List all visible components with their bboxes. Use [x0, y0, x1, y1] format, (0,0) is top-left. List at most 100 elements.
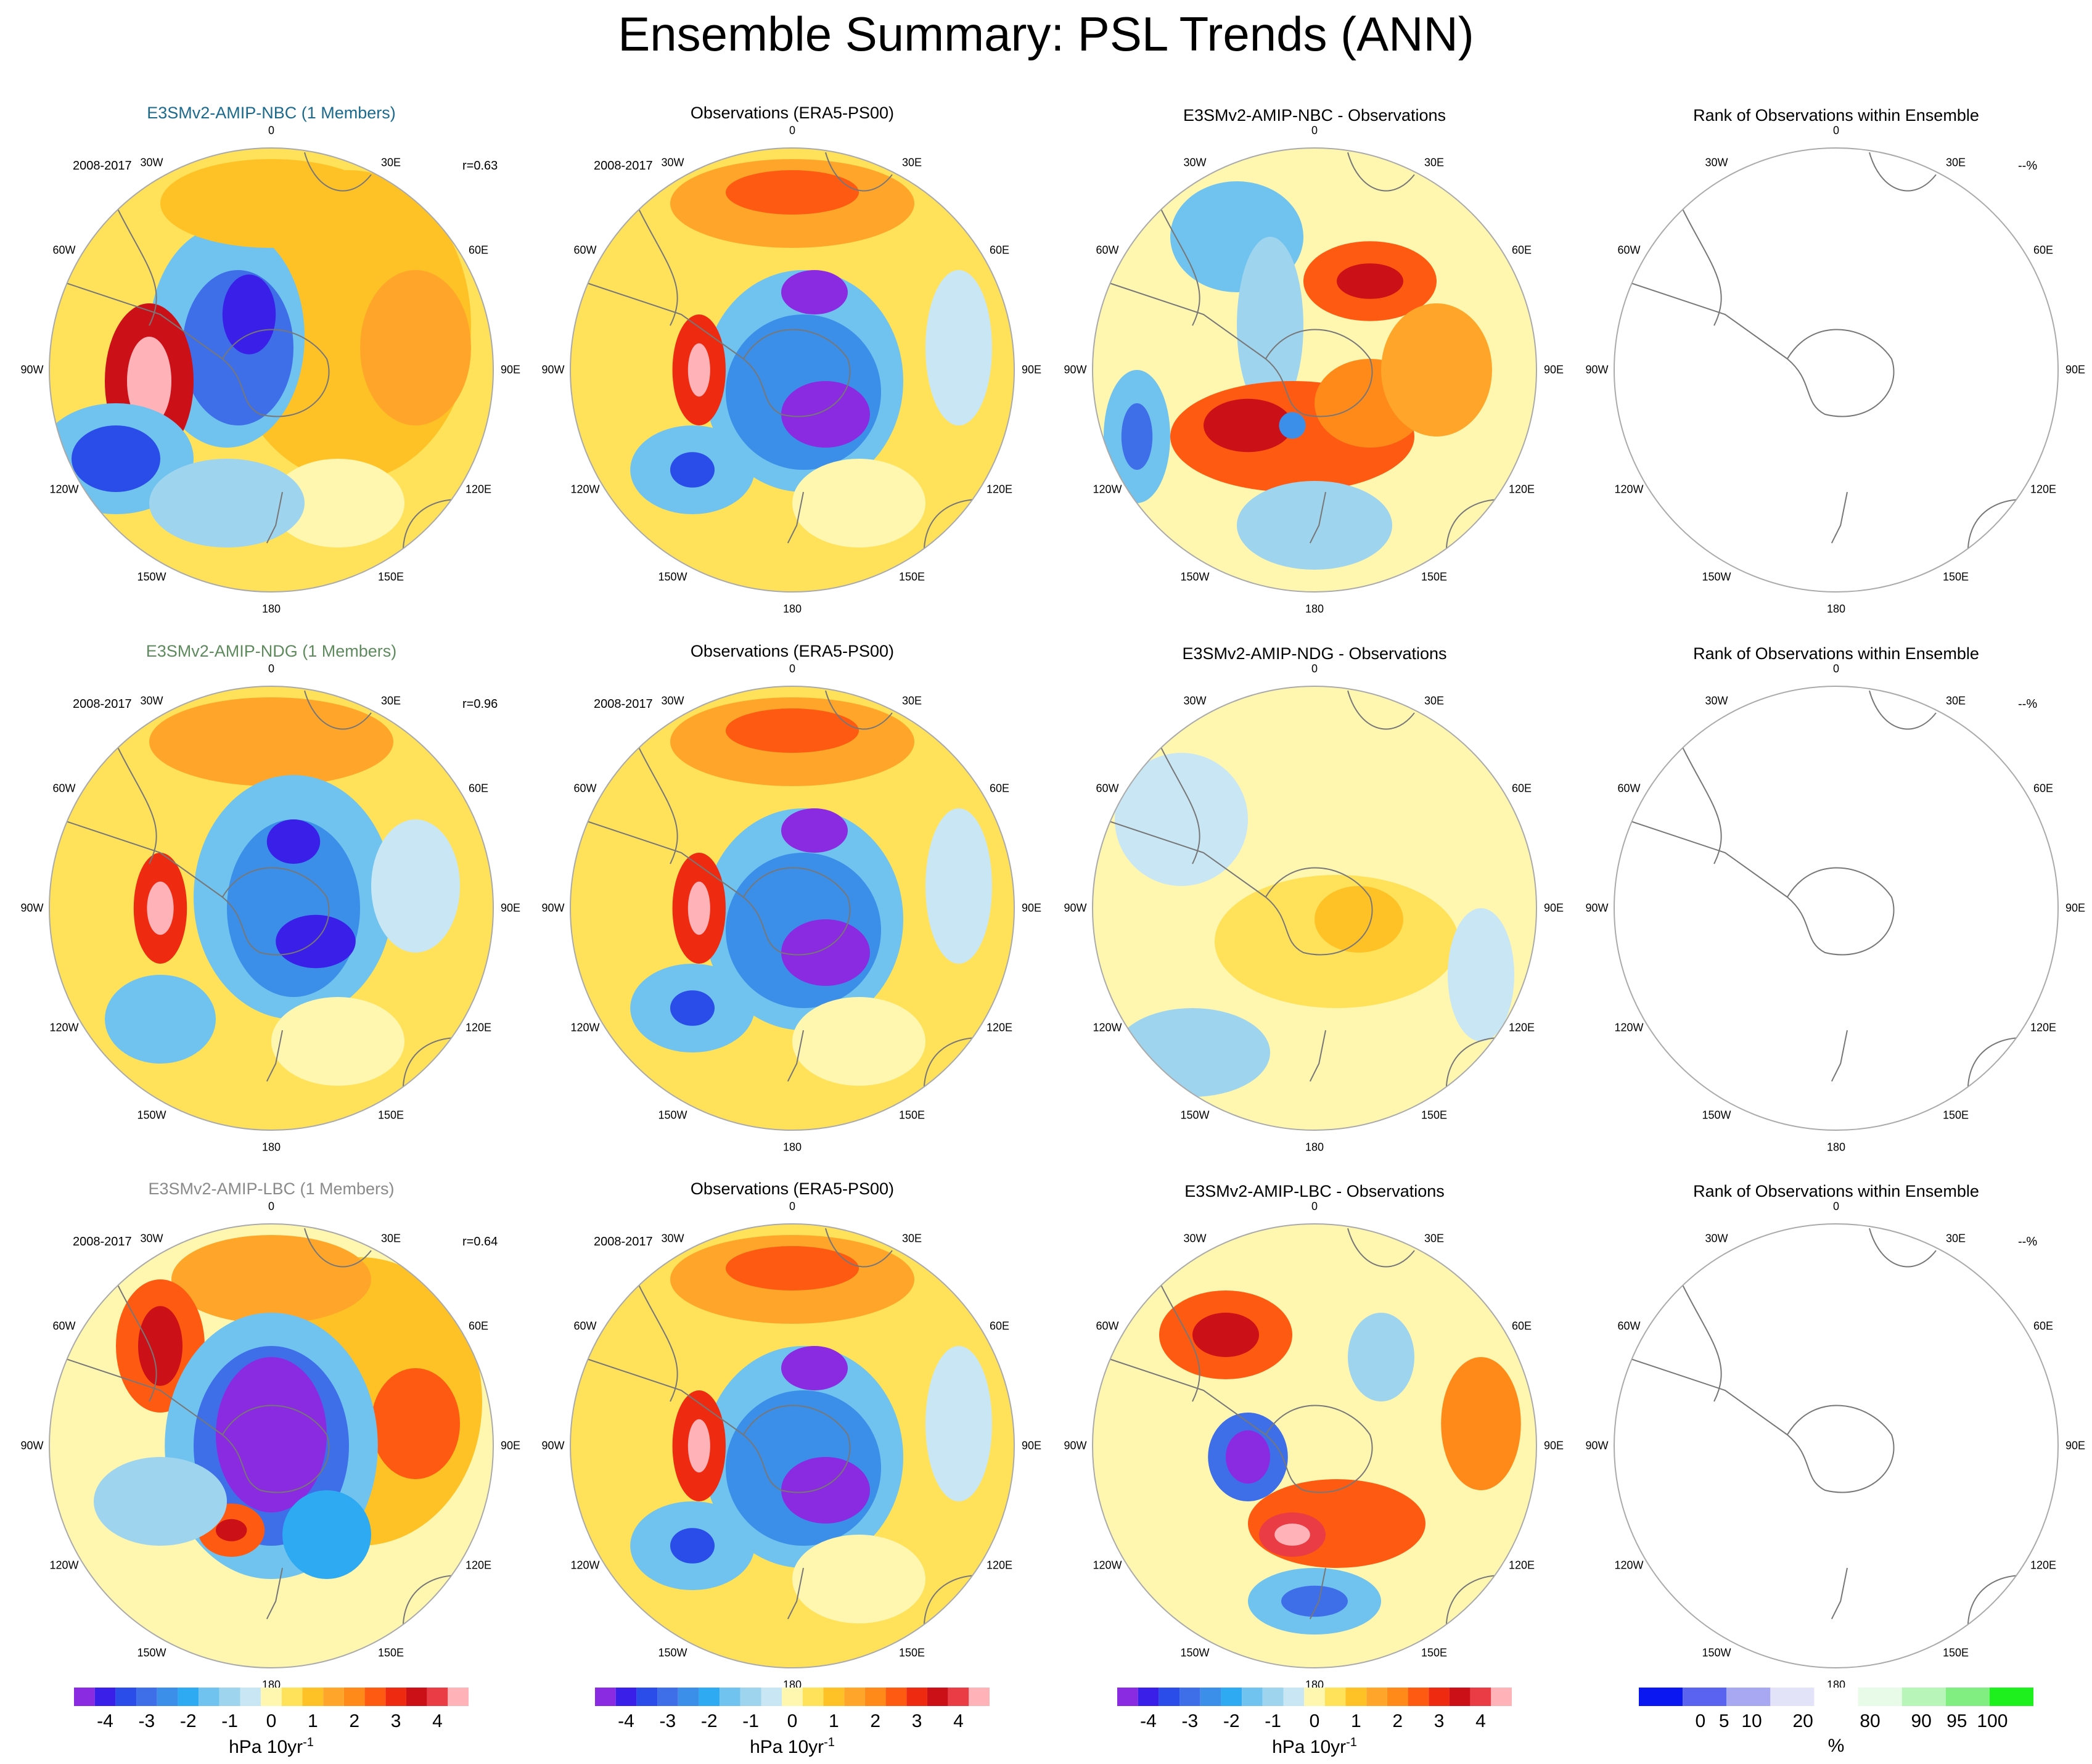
map-border — [49, 686, 494, 1131]
field-contour — [194, 775, 393, 1019]
field-contour — [216, 1357, 327, 1512]
antarctica-coastline — [221, 1405, 330, 1493]
colorbar-swatch — [948, 1688, 969, 1706]
lon-label: 90E — [1021, 901, 1042, 914]
colorbar-swatch — [927, 1688, 948, 1706]
lon-label: 120E — [2030, 1559, 2057, 1572]
field-contour — [116, 1279, 205, 1413]
period-label: 2008-2017 — [73, 159, 132, 173]
peninsula-coastline — [581, 281, 744, 359]
rank-colorbar-unit-label: % — [1827, 1736, 1845, 1756]
south-america-coastline — [625, 1257, 678, 1402]
colorbar-swatch — [240, 1688, 261, 1706]
field-contour — [1248, 1479, 1425, 1568]
colorbar-tick-label: -3 — [138, 1711, 155, 1731]
lon-label: 120E — [1508, 483, 1535, 496]
field-contour — [198, 1503, 265, 1557]
field-contour — [1226, 1430, 1270, 1484]
lon-label: 30E — [1945, 694, 1966, 707]
colorbar-swatch — [1408, 1688, 1429, 1706]
rank-colorbar — [1639, 1688, 2033, 1706]
lon-label: 30W — [661, 1232, 684, 1245]
lon-label: 0 — [1311, 1200, 1318, 1213]
lon-label: 0 — [789, 124, 796, 137]
lon-label: 30W — [1183, 694, 1207, 707]
field-contour — [726, 170, 859, 215]
map-border — [1092, 147, 1537, 593]
field-contour — [570, 1224, 1014, 1668]
africa-coastline — [1869, 152, 1937, 192]
peninsula-coastline — [581, 1356, 744, 1435]
colorbar-tick-label: 2 — [1392, 1711, 1403, 1731]
antarctica-coastline — [1265, 1405, 1373, 1493]
south-america-coastline — [104, 719, 157, 864]
field-contour — [670, 452, 715, 488]
lon-label: 60W — [1096, 1319, 1119, 1332]
lon-label: 30E — [380, 1232, 401, 1245]
lon-label: 150E — [898, 1646, 925, 1659]
colorbar-tick-label: -1 — [1265, 1711, 1281, 1731]
lon-label: 180 — [261, 1141, 281, 1154]
lon-label: 90W — [1585, 363, 1609, 376]
lon-label: 30E — [901, 156, 922, 169]
field-contour — [925, 808, 992, 964]
lon-label: 60E — [1512, 782, 1532, 795]
field-contour — [183, 270, 293, 425]
period-label: 2008-2017 — [73, 697, 132, 711]
colorbar-swatch — [864, 1688, 886, 1706]
colorbar-swatch — [636, 1688, 658, 1706]
colorbar-tick-label: 2 — [870, 1711, 881, 1731]
lon-label: 120E — [465, 1559, 492, 1572]
lon-label: 150W — [1702, 1646, 1731, 1659]
lon-label: 60E — [990, 1319, 1010, 1332]
field-contour — [687, 343, 710, 397]
lon-label: 90E — [1021, 1439, 1042, 1452]
rank-colorbar-swatch — [1683, 1688, 1727, 1706]
field-contour — [266, 819, 321, 864]
lon-label: 0 — [1311, 662, 1318, 675]
lon-label: 0 — [789, 1200, 796, 1213]
lon-label: 60E — [469, 1319, 489, 1332]
colorbar-swatch — [261, 1688, 282, 1706]
colorbar-tick-label: 2 — [349, 1711, 360, 1731]
new-zealand-coastline — [1309, 491, 1326, 544]
colorbar-tick-label: 4 — [1475, 1711, 1486, 1731]
obs-panel-title: Observations (ERA5-PS00) — [690, 642, 895, 660]
lon-label: 60E — [2033, 782, 2054, 795]
field-contour — [1315, 886, 1403, 953]
colorbar-swatch — [1470, 1688, 1491, 1706]
field-contour — [371, 1368, 460, 1479]
field-contour — [276, 914, 356, 969]
lon-label: 90W — [1064, 901, 1087, 914]
lon-label: 150W — [658, 570, 687, 583]
lon-label: 30W — [1183, 1232, 1207, 1245]
lon-label: 120W — [1614, 483, 1644, 496]
lon-label: 30W — [1705, 1232, 1728, 1245]
peninsula-coastline — [60, 819, 223, 898]
field-contour — [672, 1390, 726, 1501]
africa-coastline — [1347, 690, 1415, 730]
lon-label: 30E — [901, 1232, 922, 1245]
field-contour — [630, 425, 755, 514]
lon-label: 120W — [49, 1559, 79, 1572]
antarctica-coastline — [1786, 1405, 1895, 1493]
field-contour — [670, 1235, 914, 1324]
rank-colorbar-swatch — [1726, 1688, 1771, 1706]
field-contour — [1237, 481, 1392, 570]
south-america-coastline — [1147, 1257, 1200, 1402]
peninsula-coastline — [581, 819, 744, 898]
field-contour — [171, 1235, 371, 1324]
lon-label: 120W — [49, 1021, 79, 1034]
lon-label: 150W — [137, 1646, 166, 1659]
field-contour — [1259, 1512, 1326, 1557]
lon-label: 60E — [990, 782, 1010, 795]
field-contour — [703, 1346, 903, 1568]
south-america-coastline — [1147, 719, 1200, 864]
colorbar-swatch — [448, 1688, 469, 1706]
field-contour — [282, 1490, 371, 1579]
lon-label: 0 — [268, 662, 275, 675]
map-disc — [1614, 148, 2058, 592]
field-contour — [670, 697, 914, 786]
rank-colorbar-swatch — [1945, 1688, 1990, 1706]
